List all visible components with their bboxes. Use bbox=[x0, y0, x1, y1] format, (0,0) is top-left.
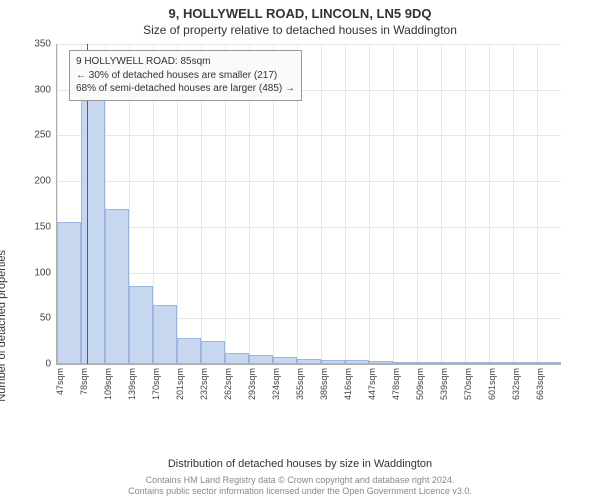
histogram-bar bbox=[441, 362, 465, 364]
x-tick-label: 355sqm bbox=[295, 368, 305, 400]
x-tick-label: 109sqm bbox=[103, 368, 113, 400]
histogram-bar bbox=[273, 357, 297, 364]
y-tick-label: 250 bbox=[34, 130, 57, 141]
chart-zone: 05010015020025030035047sqm78sqm109sqm139… bbox=[56, 44, 580, 424]
gridline-v bbox=[345, 44, 346, 364]
gridline-v bbox=[369, 44, 370, 364]
annotation-line: 68% of semi-detached houses are larger (… bbox=[76, 82, 295, 96]
x-tick-label: 139sqm bbox=[127, 368, 137, 400]
gridline-v bbox=[441, 44, 442, 364]
histogram-bar bbox=[57, 222, 81, 364]
y-tick-label: 350 bbox=[34, 39, 57, 50]
chart-container: 9, HOLLYWELL ROAD, LINCOLN, LN5 9DQ Size… bbox=[0, 0, 600, 500]
x-tick-label: 232sqm bbox=[199, 368, 209, 400]
histogram-bar bbox=[393, 362, 417, 364]
gridline-v bbox=[393, 44, 394, 364]
x-tick-label: 447sqm bbox=[367, 368, 377, 400]
gridline-v bbox=[465, 44, 466, 364]
gridline-v bbox=[513, 44, 514, 364]
gridline-h bbox=[57, 227, 561, 228]
footer-line: Contains HM Land Registry data © Crown c… bbox=[0, 475, 600, 487]
histogram-bar bbox=[321, 360, 345, 364]
histogram-bar bbox=[249, 355, 273, 364]
gridline-h bbox=[57, 135, 561, 136]
x-tick-label: 324sqm bbox=[271, 368, 281, 400]
x-tick-label: 632sqm bbox=[511, 368, 521, 400]
gridline-v bbox=[417, 44, 418, 364]
histogram-bar bbox=[129, 286, 153, 364]
histogram-bar bbox=[153, 305, 177, 364]
histogram-bar bbox=[369, 361, 393, 364]
y-tick-label: 100 bbox=[34, 267, 57, 278]
histogram-bar bbox=[297, 359, 321, 364]
footer-line: Contains public sector information licen… bbox=[0, 486, 600, 498]
histogram-bar bbox=[177, 338, 201, 364]
gridline-v bbox=[537, 44, 538, 364]
annotation-line: ← 30% of detached houses are smaller (21… bbox=[76, 69, 295, 83]
page-title: 9, HOLLYWELL ROAD, LINCOLN, LN5 9DQ bbox=[0, 0, 600, 21]
gridline-h bbox=[57, 181, 561, 182]
x-axis-label: Distribution of detached houses by size … bbox=[0, 458, 600, 470]
x-tick-label: 478sqm bbox=[391, 368, 401, 400]
histogram-bar bbox=[465, 362, 489, 364]
plot-area: 05010015020025030035047sqm78sqm109sqm139… bbox=[56, 44, 561, 365]
annotation-box: 9 HOLLYWELL ROAD: 85sqm ← 30% of detache… bbox=[69, 50, 302, 101]
x-tick-label: 601sqm bbox=[487, 368, 497, 400]
page-subtitle: Size of property relative to detached ho… bbox=[0, 21, 600, 37]
histogram-bar bbox=[489, 362, 513, 364]
x-tick-label: 663sqm bbox=[535, 368, 545, 400]
x-tick-label: 201sqm bbox=[175, 368, 185, 400]
y-tick-label: 150 bbox=[34, 221, 57, 232]
histogram-bar bbox=[201, 341, 225, 364]
annotation-line: 9 HOLLYWELL ROAD: 85sqm bbox=[76, 55, 295, 69]
gridline-v bbox=[321, 44, 322, 364]
histogram-bar bbox=[345, 360, 369, 364]
x-tick-label: 570sqm bbox=[463, 368, 473, 400]
histogram-bar bbox=[417, 362, 441, 364]
histogram-bar bbox=[105, 209, 129, 364]
histogram-bar bbox=[225, 353, 249, 364]
footer: Contains HM Land Registry data © Crown c… bbox=[0, 475, 600, 498]
y-tick-label: 50 bbox=[40, 313, 57, 324]
x-tick-label: 170sqm bbox=[151, 368, 161, 400]
gridline-h bbox=[57, 44, 561, 45]
x-tick-label: 47sqm bbox=[55, 368, 65, 395]
x-tick-label: 416sqm bbox=[343, 368, 353, 400]
x-tick-label: 386sqm bbox=[319, 368, 329, 400]
histogram-bar bbox=[537, 362, 561, 364]
x-tick-label: 293sqm bbox=[247, 368, 257, 400]
x-tick-label: 262sqm bbox=[223, 368, 233, 400]
y-tick-label: 200 bbox=[34, 176, 57, 187]
histogram-bar bbox=[81, 99, 105, 364]
gridline-v bbox=[489, 44, 490, 364]
x-tick-label: 539sqm bbox=[439, 368, 449, 400]
x-tick-label: 78sqm bbox=[79, 368, 89, 395]
x-tick-label: 509sqm bbox=[415, 368, 425, 400]
gridline-h bbox=[57, 273, 561, 274]
histogram-bar bbox=[513, 362, 537, 364]
y-tick-label: 300 bbox=[34, 84, 57, 95]
